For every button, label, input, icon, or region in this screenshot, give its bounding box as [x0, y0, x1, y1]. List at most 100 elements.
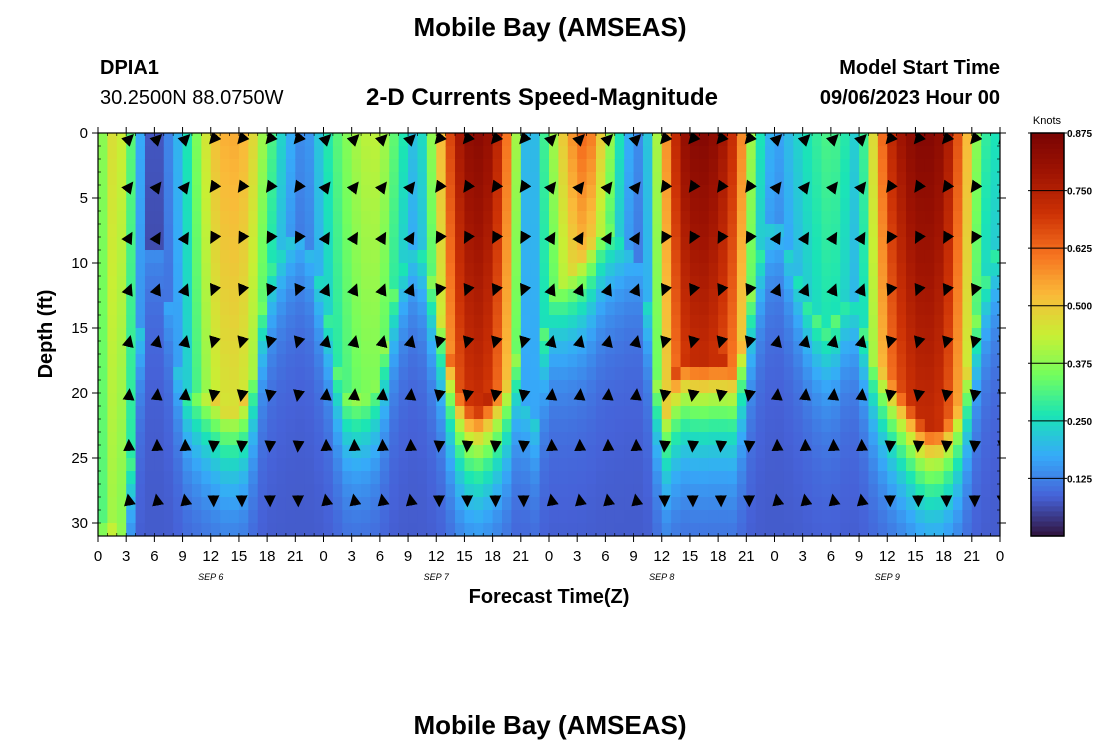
- heatmap-cell: [107, 185, 118, 199]
- heatmap-cell: [727, 276, 738, 290]
- vector-arrow: [294, 179, 306, 193]
- heatmap-cell: [107, 484, 118, 498]
- heatmap-cell: [426, 276, 437, 290]
- heatmap-cell: [877, 289, 888, 303]
- heatmap-cell: [877, 380, 888, 394]
- heatmap-cell: [812, 445, 823, 459]
- heatmap-cell: [370, 328, 381, 342]
- heatmap-cell: [990, 302, 1000, 316]
- heatmap-cell: [830, 315, 841, 329]
- heatmap-cell: [539, 471, 550, 485]
- heatmap-cell: [436, 367, 447, 381]
- heatmap-cell: [812, 172, 823, 186]
- heatmap-cell: [840, 237, 851, 251]
- heatmap-cell: [802, 159, 813, 173]
- heatmap-cell: [455, 380, 466, 394]
- heatmap-cell: [370, 497, 381, 511]
- heatmap-cell: [530, 497, 541, 511]
- heatmap-cell: [257, 367, 268, 381]
- heatmap-cell: [229, 211, 240, 225]
- heatmap-cell: [238, 380, 249, 394]
- heatmap-cell: [285, 237, 296, 251]
- heatmap-cell: [426, 328, 437, 342]
- heatmap-cell: [473, 224, 484, 238]
- heatmap-cell: [774, 146, 785, 160]
- heatmap-cell: [98, 159, 108, 173]
- heatmap-cell: [783, 484, 794, 498]
- heatmap-cell: [389, 211, 400, 225]
- heatmap-cell: [661, 250, 672, 264]
- heatmap-cell: [173, 224, 184, 238]
- heatmap-cell: [906, 406, 917, 420]
- heatmap-cell: [417, 250, 428, 264]
- heatmap-cell: [924, 185, 935, 199]
- heatmap-cell: [361, 432, 372, 446]
- heatmap-cell: [314, 497, 325, 511]
- heatmap-cell: [981, 159, 992, 173]
- heatmap-cell: [455, 484, 466, 498]
- heatmap-cell: [323, 211, 334, 225]
- vector-arrow: [520, 230, 532, 244]
- heatmap-cell: [502, 393, 513, 407]
- heatmap-cell: [267, 263, 278, 277]
- vector-arrow: [769, 181, 782, 195]
- heatmap-cell: [135, 159, 146, 173]
- heatmap-cell: [163, 315, 174, 329]
- heatmap-cell: [398, 250, 409, 264]
- heatmap-cell: [295, 211, 306, 225]
- heatmap-cell: [445, 276, 456, 290]
- heatmap-cell: [417, 367, 428, 381]
- colorbar-segment: [1031, 304, 1064, 310]
- heatmap-cell: [361, 172, 372, 186]
- heatmap-cell: [398, 341, 409, 355]
- heatmap-cell: [539, 484, 550, 498]
- vector-arrow: [265, 335, 278, 349]
- heatmap-cell: [379, 185, 390, 199]
- heatmap-cell: [408, 484, 419, 498]
- heatmap-cell: [473, 276, 484, 290]
- heatmap-cell: [558, 172, 569, 186]
- heatmap-cell: [896, 328, 907, 342]
- heatmap-cell: [154, 367, 165, 381]
- heatmap-cell: [934, 198, 945, 212]
- colorbar-segment: [1031, 510, 1064, 517]
- heatmap-cell: [595, 133, 606, 147]
- heatmap-cell: [783, 328, 794, 342]
- heatmap-cell: [417, 471, 428, 485]
- heatmap-cell: [98, 133, 108, 147]
- heatmap-cell: [906, 289, 917, 303]
- heatmap-cell: [370, 263, 381, 277]
- vector-arrow: [798, 335, 811, 349]
- heatmap-cell: [182, 224, 193, 238]
- heatmap-cell: [821, 510, 832, 524]
- heatmap-cell: [426, 341, 437, 355]
- vector-arrow: [799, 388, 811, 401]
- heatmap-cell: [774, 263, 785, 277]
- heatmap-cell: [285, 406, 296, 420]
- heatmap-cell: [821, 133, 832, 147]
- heatmap-cell: [445, 185, 456, 199]
- heatmap-cell: [642, 172, 653, 186]
- heatmap-cell: [868, 211, 879, 225]
- heatmap-cell: [830, 250, 841, 264]
- heatmap-cell: [201, 341, 212, 355]
- heatmap-cell: [746, 458, 757, 472]
- vector-arrow: [377, 493, 390, 507]
- colorbar-segment: [1031, 253, 1064, 260]
- heatmap-cell: [661, 471, 672, 485]
- heatmap-cell: [859, 276, 870, 290]
- vector-arrow: [209, 335, 221, 349]
- heatmap-cell: [774, 354, 785, 368]
- heatmap-cell: [483, 380, 494, 394]
- heatmap-cell: [689, 510, 700, 524]
- heatmap-cell: [248, 406, 259, 420]
- heatmap-field: [98, 133, 1000, 536]
- heatmap-cell: [191, 432, 202, 446]
- heatmap-cell: [906, 445, 917, 459]
- heatmap-cell: [191, 393, 202, 407]
- heatmap-cell: [567, 367, 578, 381]
- heatmap-cell: [98, 263, 108, 277]
- vector-arrow: [689, 230, 701, 244]
- heatmap-cell: [285, 133, 296, 147]
- heatmap-cell: [426, 432, 437, 446]
